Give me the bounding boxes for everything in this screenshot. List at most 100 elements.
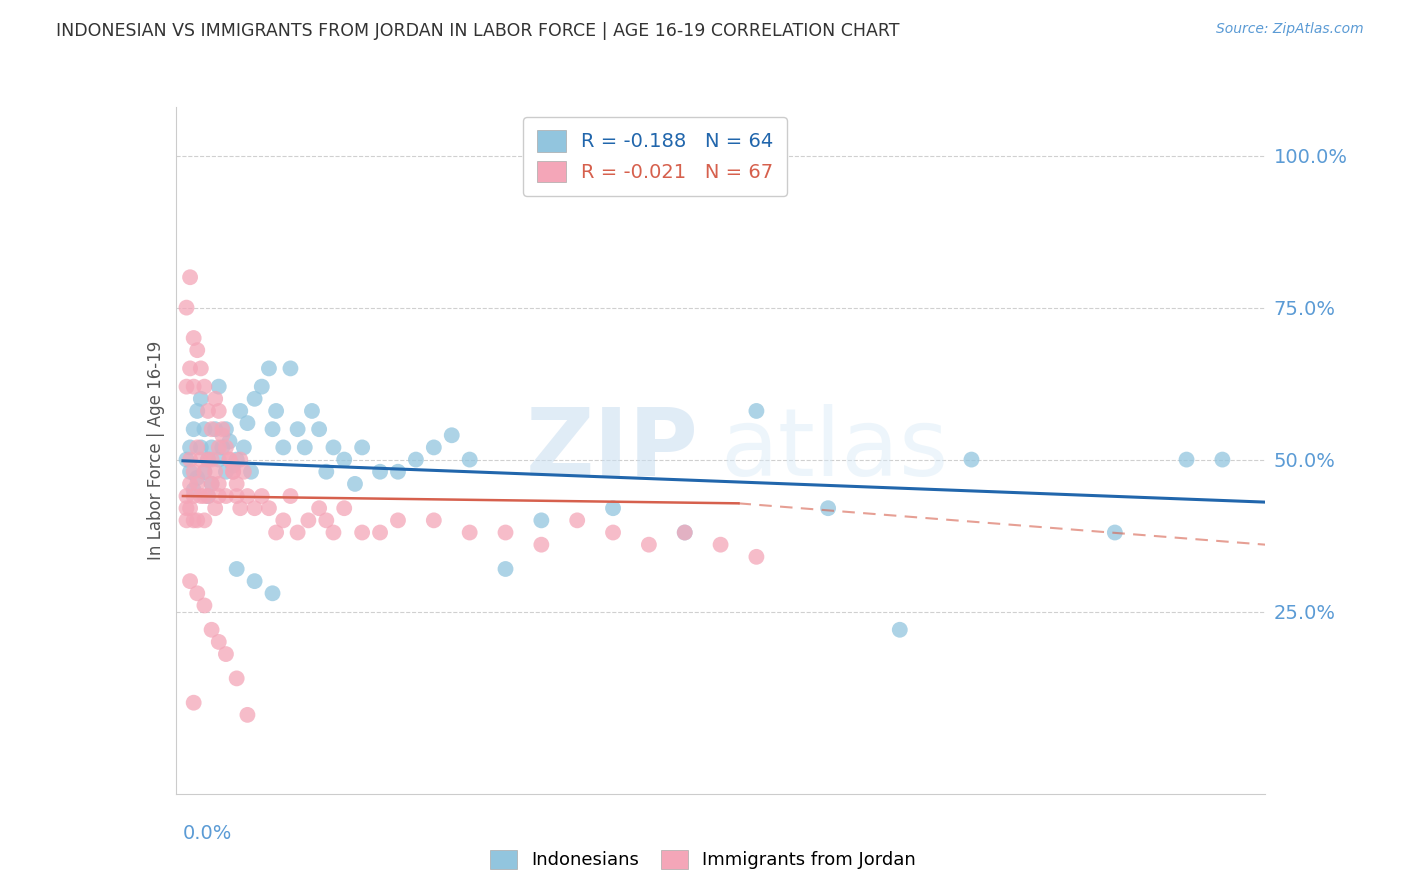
Point — [225, 672, 247, 686]
Point — [280, 361, 302, 376]
Point — [218, 434, 240, 449]
Point — [190, 452, 212, 467]
Point — [183, 379, 205, 393]
Point — [183, 465, 205, 479]
Point — [200, 476, 222, 491]
Point — [225, 476, 247, 491]
Point — [190, 392, 212, 406]
Text: 0.0%: 0.0% — [183, 823, 232, 843]
Point — [602, 525, 624, 540]
Point — [215, 465, 238, 479]
Point — [440, 428, 463, 442]
Point — [200, 623, 222, 637]
Point — [186, 343, 208, 358]
Point — [176, 452, 198, 467]
Point — [1211, 452, 1233, 467]
Point — [264, 525, 287, 540]
Point — [333, 501, 356, 516]
Point — [208, 441, 231, 455]
Point — [218, 452, 240, 467]
Point — [250, 379, 273, 393]
Point — [211, 422, 233, 436]
Point — [271, 513, 294, 527]
Y-axis label: In Labor Force | Age 16-19: In Labor Force | Age 16-19 — [146, 341, 165, 560]
Point — [673, 525, 696, 540]
Point — [193, 465, 215, 479]
Point — [197, 452, 219, 467]
Point — [638, 538, 661, 552]
Point — [368, 465, 391, 479]
Point — [204, 501, 226, 516]
Point — [197, 452, 219, 467]
Point — [176, 301, 198, 315]
Point — [222, 465, 245, 479]
Point — [423, 513, 446, 527]
Point — [257, 501, 280, 516]
Point — [176, 513, 198, 527]
Point — [294, 441, 316, 455]
Point — [423, 441, 446, 455]
Point — [211, 441, 233, 455]
Point — [530, 538, 553, 552]
Point — [211, 428, 233, 442]
Point — [745, 549, 768, 564]
Point — [193, 465, 215, 479]
Point — [208, 452, 231, 467]
Point — [179, 452, 201, 467]
Point — [208, 379, 231, 393]
Point — [960, 452, 983, 467]
Point — [176, 489, 198, 503]
Legend: Indonesians, Immigrants from Jordan: Indonesians, Immigrants from Jordan — [481, 841, 925, 879]
Point — [250, 489, 273, 503]
Point — [530, 513, 553, 527]
Point — [197, 489, 219, 503]
Point — [236, 416, 259, 430]
Point — [179, 574, 201, 589]
Point — [179, 501, 201, 516]
Point — [208, 404, 231, 418]
Point — [183, 422, 205, 436]
Point — [405, 452, 427, 467]
Point — [315, 513, 337, 527]
Point — [183, 331, 205, 345]
Point — [200, 422, 222, 436]
Legend: R = -0.188   N = 64, R = -0.021   N = 67: R = -0.188 N = 64, R = -0.021 N = 67 — [523, 117, 787, 196]
Point — [602, 501, 624, 516]
Point — [225, 562, 247, 576]
Point — [257, 361, 280, 376]
Point — [817, 501, 839, 516]
Point — [215, 647, 238, 661]
Point — [204, 465, 226, 479]
Point — [352, 525, 374, 540]
Point — [232, 441, 254, 455]
Point — [243, 392, 266, 406]
Point — [208, 489, 231, 503]
Point — [200, 441, 222, 455]
Point — [280, 489, 302, 503]
Point — [229, 404, 252, 418]
Point — [301, 404, 323, 418]
Point — [222, 465, 245, 479]
Point — [889, 623, 911, 637]
Point — [264, 404, 287, 418]
Point — [179, 361, 201, 376]
Point — [208, 476, 231, 491]
Point — [236, 707, 259, 722]
Point — [287, 422, 309, 436]
Point — [495, 525, 517, 540]
Point — [193, 422, 215, 436]
Point — [183, 696, 205, 710]
Point — [229, 501, 252, 516]
Point — [183, 483, 205, 497]
Point — [352, 441, 374, 455]
Point — [197, 404, 219, 418]
Point — [186, 586, 208, 600]
Text: atlas: atlas — [721, 404, 949, 497]
Point — [215, 422, 238, 436]
Point — [567, 513, 589, 527]
Point — [222, 458, 245, 473]
Point — [200, 452, 222, 467]
Point — [225, 489, 247, 503]
Point — [179, 441, 201, 455]
Point — [745, 404, 768, 418]
